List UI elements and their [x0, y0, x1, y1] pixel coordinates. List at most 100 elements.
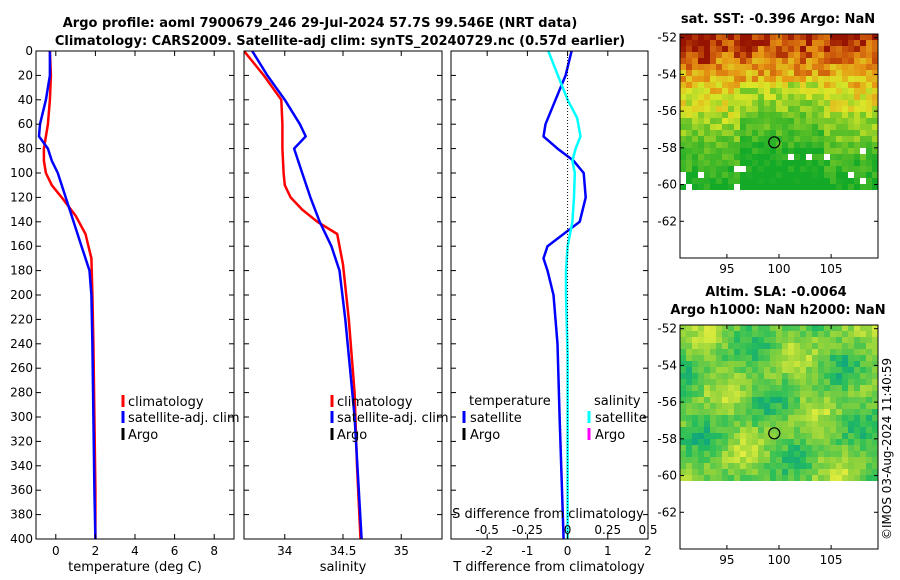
sla-cell: [728, 427, 734, 433]
y-tick-label: 300: [10, 410, 33, 424]
sla-cell: [860, 457, 866, 463]
sst-cell: [722, 76, 728, 82]
sst-cell: [722, 106, 728, 112]
sla-cell: [734, 355, 740, 361]
sst-cell: [680, 70, 686, 76]
sla-cell: [860, 343, 866, 349]
map-y-tick-label: -54: [657, 67, 677, 81]
sst-cell: [794, 124, 800, 130]
sst-cell: [764, 184, 770, 190]
sst-cell: [806, 64, 812, 70]
sst-cell: [710, 118, 716, 124]
sst-cell: [866, 106, 872, 112]
sst-cell: [866, 166, 872, 172]
sla-cell: [800, 391, 806, 397]
sst-cell: [680, 40, 686, 46]
sla-cell: [836, 379, 842, 385]
sla-cell: [716, 475, 722, 481]
sla-cell: [746, 397, 752, 403]
sst-cell: [770, 118, 776, 124]
sst-cell: [800, 160, 806, 166]
sla-cell: [692, 373, 698, 379]
sla-cell: [830, 361, 836, 367]
sla-cell: [686, 445, 692, 451]
sst-cell: [854, 82, 860, 88]
sla-cell: [692, 415, 698, 421]
sla-cell: [848, 373, 854, 379]
map-y-tick-label: -58: [657, 432, 677, 446]
sst-cell: [830, 160, 836, 166]
sla-cell: [722, 397, 728, 403]
sla-cell: [866, 421, 872, 427]
sla-cell: [686, 463, 692, 469]
sla-cell: [740, 457, 746, 463]
legend-title-salinity: salinity: [594, 394, 641, 409]
sla-cell: [770, 451, 776, 457]
sla-cell: [824, 331, 830, 337]
sst-cell: [752, 142, 758, 148]
sst-cell: [824, 112, 830, 118]
sst-cell: [842, 88, 848, 94]
sst-cell: [752, 172, 758, 178]
sla-cell: [692, 349, 698, 355]
sla-cell: [854, 427, 860, 433]
sla-cell: [758, 349, 764, 355]
sst-cell: [704, 40, 710, 46]
sst-cell: [848, 154, 854, 160]
sla-cell: [872, 463, 878, 469]
sla-cell: [680, 367, 686, 373]
sla-cell: [728, 445, 734, 451]
sst-cell: [692, 88, 698, 94]
sla-cell: [722, 409, 728, 415]
sst-cell: [836, 166, 842, 172]
sst-cell: [710, 184, 716, 190]
sla-cell: [794, 349, 800, 355]
sla-cell: [686, 409, 692, 415]
sla-cell: [842, 445, 848, 451]
sla-cell: [848, 391, 854, 397]
sla-cell: [734, 379, 740, 385]
sla-cell: [848, 403, 854, 409]
sla-cell: [722, 463, 728, 469]
sst-cell: [836, 52, 842, 58]
sla-cell: [680, 355, 686, 361]
sla-cell: [680, 475, 686, 481]
sst-cell: [752, 100, 758, 106]
sla-cell: [704, 349, 710, 355]
sla-cell: [722, 469, 728, 475]
y-tick-label: 280: [10, 386, 33, 400]
sla-cell: [866, 427, 872, 433]
sla-cell: [818, 331, 824, 337]
sst-cell: [734, 148, 740, 154]
sla-cell: [764, 361, 770, 367]
sst-cell: [704, 154, 710, 160]
sst-cell: [836, 154, 842, 160]
sla-cell: [854, 379, 860, 385]
sst-cell: [854, 52, 860, 58]
sla-cell: [866, 349, 872, 355]
sst-cell: [812, 58, 818, 64]
sst-cell: [830, 100, 836, 106]
sla-cell: [848, 397, 854, 403]
sst-cell: [710, 76, 716, 82]
sst-cell: [836, 106, 842, 112]
sla-cell: [698, 349, 704, 355]
sst-cell: [806, 34, 812, 40]
sla-cell: [782, 427, 788, 433]
sla-cell: [740, 355, 746, 361]
sla-cell: [824, 325, 830, 331]
sla-cell: [806, 379, 812, 385]
sst-cell: [764, 148, 770, 154]
sla-cell: [698, 373, 704, 379]
sla-cell: [860, 331, 866, 337]
sla-cell: [698, 415, 704, 421]
sla-cell: [794, 331, 800, 337]
sla-cell: [776, 451, 782, 457]
sla-cell: [860, 415, 866, 421]
sst-cell: [686, 82, 692, 88]
sla-cell: [680, 337, 686, 343]
sla-cell: [854, 373, 860, 379]
sst-cell: [848, 52, 854, 58]
sla-cell: [848, 427, 854, 433]
